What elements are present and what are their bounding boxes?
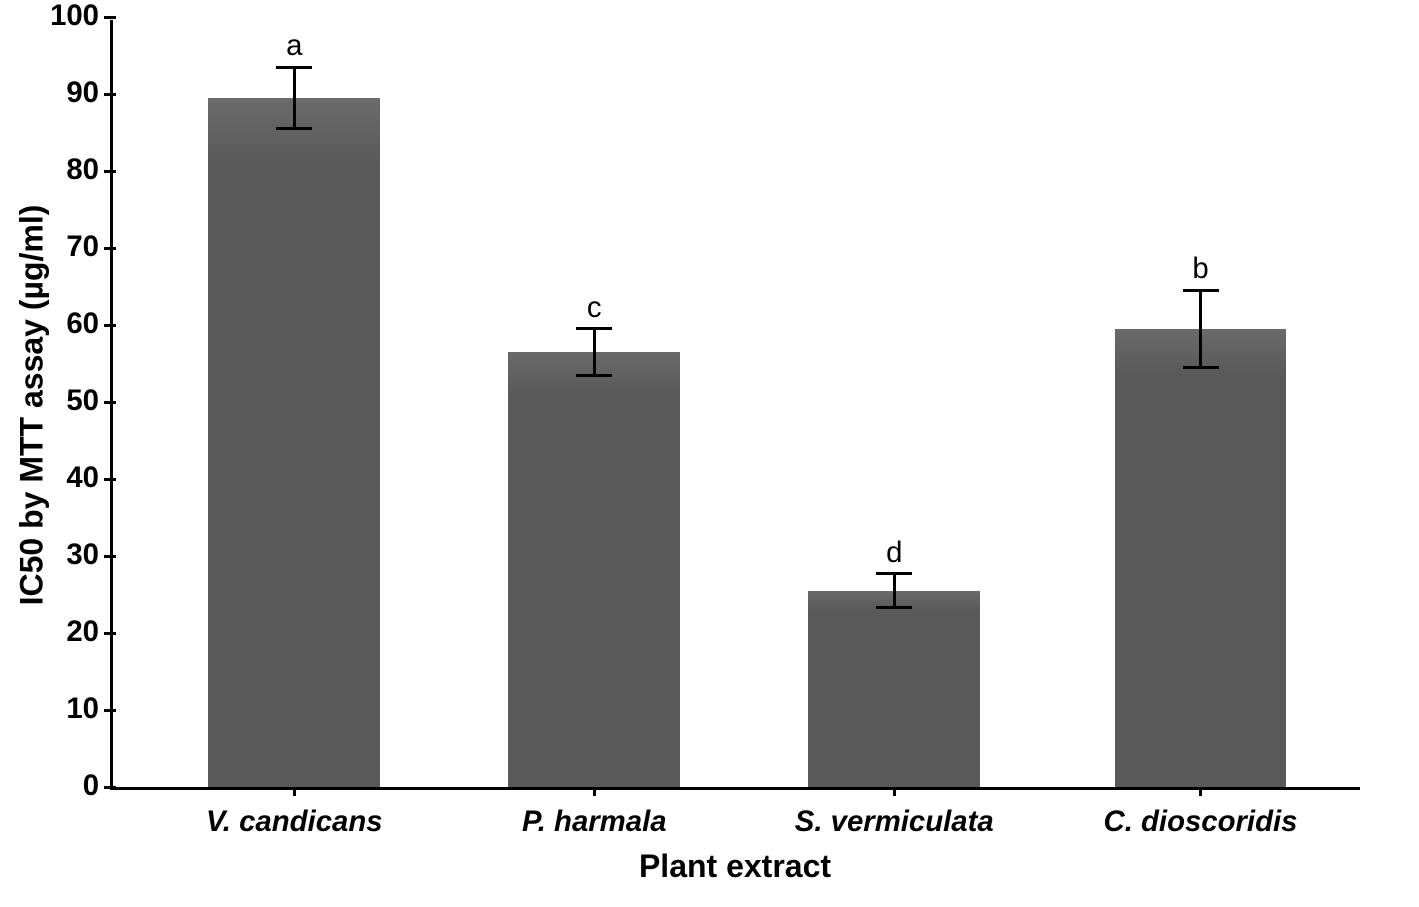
plot-area: 0102030405060708090100V. candicansaP. ha… xyxy=(110,20,1360,790)
y-tick-mark xyxy=(104,632,116,635)
error-bar-cap-bottom xyxy=(576,374,612,377)
error-bar-cap-bottom xyxy=(276,127,312,130)
error-bar-stem xyxy=(1199,290,1202,367)
y-tick-label: 60 xyxy=(66,307,99,341)
significance-label: a xyxy=(286,29,302,63)
error-bar-cap-top xyxy=(276,66,312,69)
y-tick-mark xyxy=(104,709,116,712)
x-tick-label: C. dioscoridis xyxy=(1104,805,1298,839)
x-tick-label: V. candicans xyxy=(206,805,383,839)
error-bar-cap-top xyxy=(1183,289,1219,292)
y-tick-label: 50 xyxy=(66,384,99,418)
error-bar-stem xyxy=(293,67,296,129)
x-tick-label: S. vermiculata xyxy=(795,805,994,839)
y-tick-mark xyxy=(104,786,116,789)
significance-label: b xyxy=(1192,252,1208,286)
x-axis-title: Plant extract xyxy=(639,848,831,885)
error-bar-stem xyxy=(893,574,896,608)
y-tick-mark xyxy=(104,16,116,19)
y-tick-label: 70 xyxy=(66,230,99,264)
error-bar-cap-top xyxy=(576,327,612,330)
error-bar-cap-top xyxy=(876,572,912,575)
y-tick-mark xyxy=(104,170,116,173)
y-tick-label: 40 xyxy=(66,461,99,495)
y-tick-mark xyxy=(104,324,116,327)
y-tick-mark xyxy=(104,247,116,250)
error-bar-stem xyxy=(593,329,596,375)
bar xyxy=(508,352,680,787)
y-tick-mark xyxy=(104,478,116,481)
significance-label: d xyxy=(886,536,902,570)
y-tick-label: 10 xyxy=(66,692,99,726)
x-tick-label: P. harmala xyxy=(522,805,667,839)
y-axis-title: IC50 by MTT assay (µg/ml) xyxy=(14,205,51,606)
bar xyxy=(208,98,380,787)
y-tick-label: 30 xyxy=(66,538,99,572)
y-tick-label: 0 xyxy=(83,769,99,803)
y-tick-mark xyxy=(104,555,116,558)
bar xyxy=(1115,329,1287,787)
y-tick-mark xyxy=(104,93,116,96)
error-bar-cap-bottom xyxy=(876,606,912,609)
error-bar-cap-bottom xyxy=(1183,366,1219,369)
y-tick-label: 90 xyxy=(66,76,99,110)
bar xyxy=(808,591,980,787)
y-tick-label: 80 xyxy=(66,153,99,187)
y-tick-label: 20 xyxy=(66,615,99,649)
chart-container: 0 10 20 30 40 50 60 70 80 90 100 V. candicans a P. ha… xyxy=(0,0,1419,907)
y-tick-label: 100 xyxy=(50,0,99,33)
y-tick-mark xyxy=(104,401,116,404)
significance-label: c xyxy=(587,291,602,325)
